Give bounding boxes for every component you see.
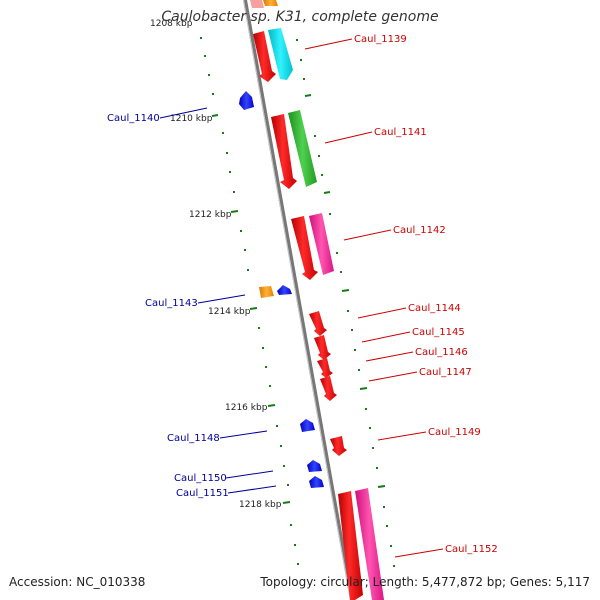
gene-Caul_1140[interactable]	[239, 91, 254, 110]
gene-Caul_1143[interactable]	[277, 285, 292, 295]
gene-label-Caul_1139[interactable]: Caul_1139	[354, 34, 407, 45]
gene-label-Caul_1143[interactable]: Caul_1143	[145, 298, 198, 309]
gene-Caul_1141b[interactable]	[288, 110, 317, 187]
kbp-dotted-trail-right	[296, 39, 395, 567]
kbp-major-ticks	[211, 94, 386, 504]
kbp-tick-label: 1210 kbp	[170, 114, 213, 124]
genome-summary-text: Topology: circular; Length: 5,477,872 bp…	[260, 575, 590, 589]
genome-backbone	[243, 0, 354, 600]
gene-label-Caul_1140[interactable]: Caul_1140	[107, 113, 160, 124]
gene-Caul_1138[interactable]	[268, 28, 293, 80]
gene-Caul_1152b[interactable]	[355, 488, 384, 600]
gene-label-Caul_1148[interactable]: Caul_1148	[167, 433, 220, 444]
accession-text: Accession: NC_010338	[9, 575, 146, 589]
gene-Caul_1145[interactable]	[314, 335, 331, 360]
gene-label-Caul_1142[interactable]: Caul_1142	[393, 225, 446, 236]
gene-label-Caul_1151[interactable]: Caul_1151	[176, 488, 229, 499]
reverse-gene-labels	[159, 107, 277, 494]
gene-label-Caul_1149[interactable]: Caul_1149	[428, 427, 481, 438]
gene-feature[interactable]	[250, 0, 264, 8]
gene-feature-orange[interactable]	[259, 286, 274, 298]
gene-feature[interactable]	[263, 0, 278, 6]
gene-label-Caul_1144[interactable]: Caul_1144	[408, 303, 461, 314]
kbp-tick-label: 1216 kbp	[225, 403, 268, 413]
gene-Caul_1149[interactable]	[330, 436, 347, 456]
gene-Caul_1139[interactable]	[253, 31, 276, 82]
gene-Caul_1142[interactable]	[291, 216, 318, 280]
gene-label-Caul_1146[interactable]: Caul_1146	[415, 347, 468, 358]
kbp-dotted-trail-left	[200, 37, 299, 565]
gene-Caul_1141[interactable]	[271, 114, 297, 189]
gene-Caul_1150[interactable]	[307, 460, 322, 472]
forward-strand-features	[250, 0, 384, 600]
kbp-tick-label: 1218 kbp	[239, 500, 282, 510]
gene-label-Caul_1147[interactable]: Caul_1147	[419, 367, 472, 378]
forward-gene-labels	[304, 38, 444, 558]
gene-Caul_1151[interactable]	[309, 476, 324, 488]
gene-Caul_1148[interactable]	[300, 419, 315, 432]
gene-label-Caul_1141[interactable]: Caul_1141	[374, 127, 427, 138]
gene-Caul_1142b[interactable]	[309, 213, 334, 275]
gene-label-Caul_1152[interactable]: Caul_1152	[445, 544, 498, 555]
gene-label-Caul_1150[interactable]: Caul_1150	[174, 473, 227, 484]
gene-label-Caul_1145[interactable]: Caul_1145	[412, 327, 465, 338]
kbp-tick-label: 1214 kbp	[208, 307, 251, 317]
gene-Caul_1146[interactable]	[317, 358, 333, 378]
map-title: Caulobacter sp. K31, complete genome	[161, 9, 439, 25]
genome-backbone-highlight	[243, 0, 351, 600]
gene-Caul_1144[interactable]	[309, 311, 327, 336]
kbp-tick-label: 1208 kbp	[150, 19, 193, 29]
gene-Caul_1152[interactable]	[338, 491, 363, 600]
reverse-strand-features	[239, 91, 324, 488]
kbp-tick-label: 1212 kbp	[189, 210, 232, 220]
gene-Caul_1147[interactable]	[320, 376, 337, 401]
